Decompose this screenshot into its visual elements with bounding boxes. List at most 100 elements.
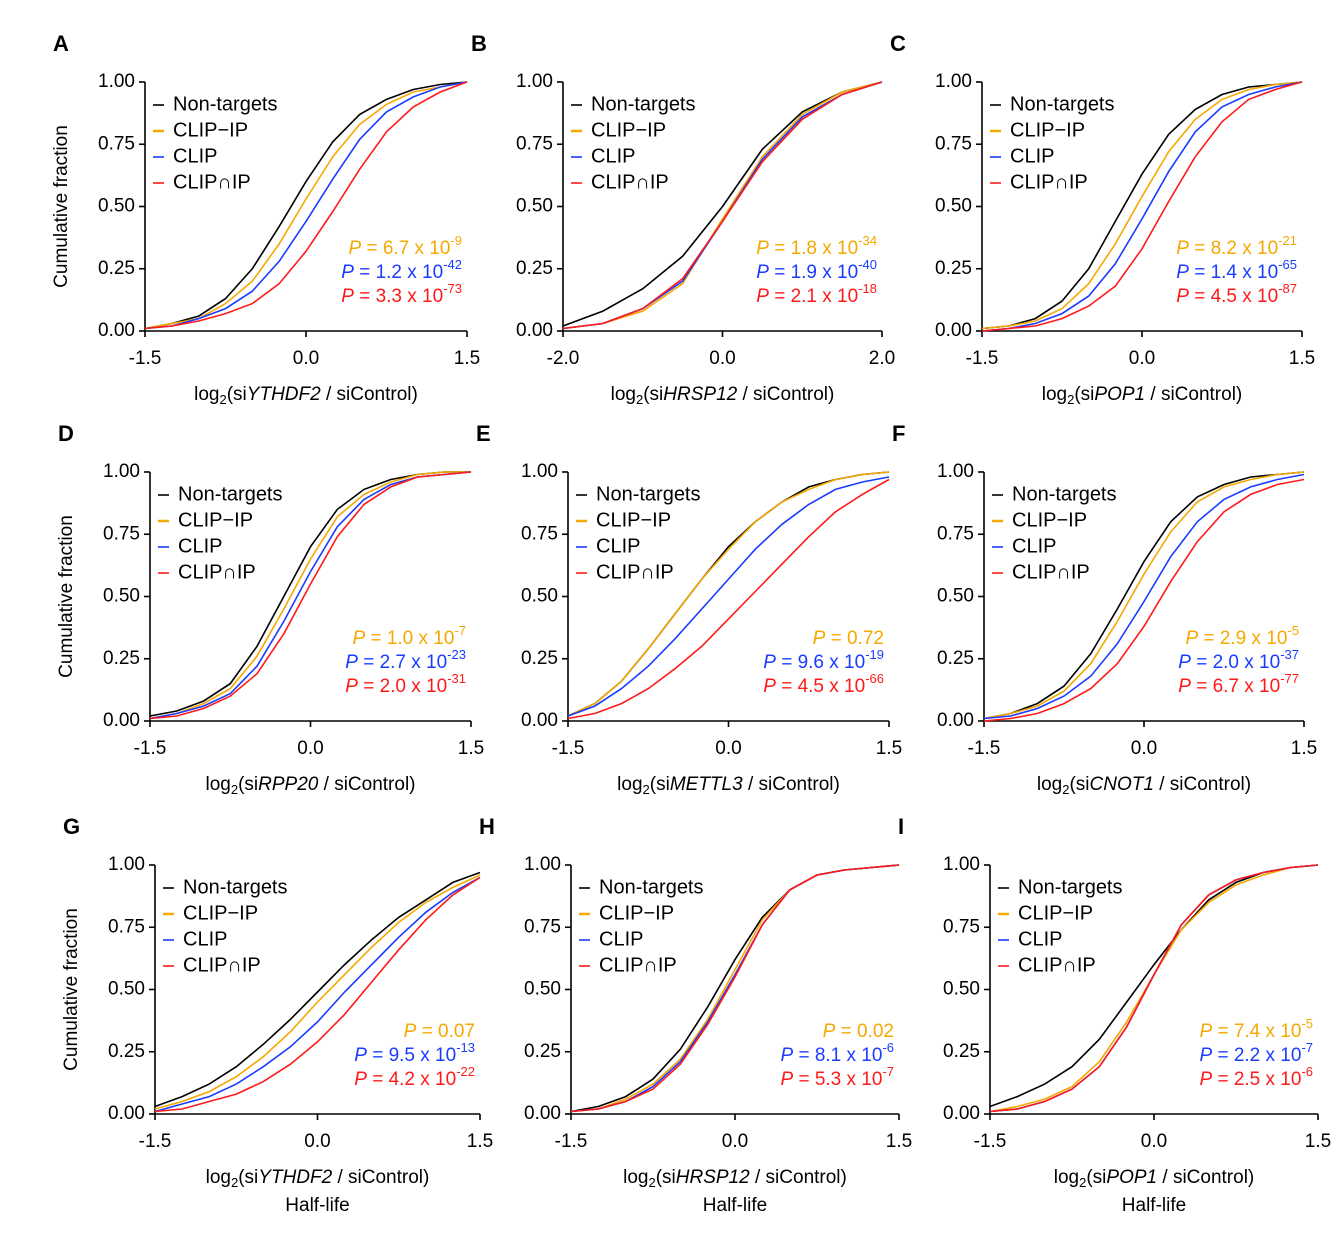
x-axis-label-part: / siControl): [321, 384, 418, 405]
x-axis-label: log2(siMETTL3 / siControl): [617, 774, 840, 797]
p-value-part: P: [348, 238, 361, 259]
p-value-label: P = 1.2 x 10-42: [341, 257, 462, 283]
p-value-label: P = 2.0 x 10-37: [1178, 647, 1299, 673]
y-tick-label: 0.00: [103, 710, 140, 731]
y-tick-label: 0.75: [98, 133, 135, 154]
p-value-part: -5: [1287, 623, 1299, 638]
x-axis-label-part: YTHDF2: [258, 1167, 332, 1188]
x-axis-label-part: RPP20: [258, 774, 319, 795]
p-value-part: P: [341, 262, 354, 283]
p-value-label: P = 7.4 x 10-5: [1199, 1016, 1313, 1042]
x-tick-label: 0.0: [1141, 1131, 1167, 1152]
x-axis-label-part: log: [206, 1167, 231, 1188]
cdf-line: [154, 874, 481, 1110]
x-tick-label: 0.0: [722, 1131, 748, 1152]
x-tick-label: -1.5: [134, 738, 167, 759]
y-tick-label: 0.75: [521, 523, 558, 544]
y-tick-label: 0.25: [943, 1041, 980, 1062]
x-axis-label-part: POP1: [1106, 1167, 1157, 1188]
panel-letter: B: [471, 31, 487, 56]
x-tick-label: -1.5: [968, 738, 1001, 759]
p-value-part: = 0.72: [825, 628, 884, 649]
x-axis-label-part: (si: [227, 384, 247, 405]
p-value-part: = 3.3 x 10: [354, 286, 443, 307]
cdf-line: [149, 471, 472, 720]
x-axis-label-part: 2: [231, 782, 238, 797]
panel-letter: E: [476, 421, 491, 446]
x-axis-label-part: log: [611, 384, 636, 405]
p-value-part: -87: [1278, 281, 1297, 296]
y-tick-label: 0.50: [521, 586, 558, 607]
p-value-label: P = 2.2 x 10-7: [1199, 1040, 1313, 1066]
p-value-label: P = 6.7 x 10-77: [1178, 671, 1299, 697]
y-tick-label: 0.00: [935, 320, 972, 341]
y-tick-label: 0.75: [524, 916, 561, 937]
p-value-part: = 1.2 x 10: [354, 262, 443, 283]
x-axis-label-part: log: [206, 774, 231, 795]
p-value-part: P: [763, 676, 776, 697]
p-value-part: = 1.4 x 10: [1189, 262, 1278, 283]
y-axis-label: Cumulative fraction: [51, 125, 72, 288]
y-tick-label: 0.00: [108, 1103, 145, 1124]
p-value-label: P = 1.8 x 10-34: [756, 233, 877, 259]
y-tick-label: 1.00: [937, 461, 974, 482]
x-tick-label: -1.5: [552, 738, 585, 759]
legend-label: CLIP: [178, 535, 222, 557]
x-tick-label: 0.0: [1131, 738, 1157, 759]
p-value-part: = 1.0 x 10: [365, 628, 454, 649]
p-value-part: = 0.02: [835, 1021, 894, 1042]
cdf-line: [989, 864, 1319, 1113]
y-tick-label: 0.50: [937, 586, 974, 607]
p-value-part: -65: [1278, 257, 1297, 272]
y-tick-label: 0.25: [937, 648, 974, 669]
y-tick-label: 0.50: [98, 196, 135, 217]
x-axis-label-part: 2: [649, 1175, 656, 1190]
panel-letter: I: [898, 814, 904, 839]
p-value-label: P = 9.6 x 10-19: [763, 647, 884, 673]
p-value-part: P: [1176, 286, 1189, 307]
cdf-line: [154, 876, 481, 1113]
x-axis-label-part: / siControl): [1145, 384, 1242, 405]
p-value-part: = 8.2 x 10: [1189, 238, 1278, 259]
x-axis-label-line2: Half-life: [1122, 1195, 1186, 1216]
p-value-part: P: [1178, 652, 1191, 673]
y-tick-label: 0.50: [943, 979, 980, 1000]
x-tick-label: 1.5: [886, 1131, 912, 1152]
y-tick-label: 1.00: [98, 71, 135, 92]
x-axis-label-part: / siControl): [750, 1167, 847, 1188]
x-axis-label: log2(siCNOT1 / siControl): [1037, 774, 1251, 797]
p-value-label: P = 0.02: [823, 1021, 894, 1042]
x-tick-label: -2.0: [547, 348, 580, 369]
x-axis-label: log2(siPOP1 / siControl): [1054, 1167, 1255, 1190]
p-value-label: P = 2.5 x 10-6: [1199, 1064, 1313, 1090]
p-value-part: -34: [858, 233, 877, 248]
y-tick-label: 0.50: [935, 196, 972, 217]
p-value-part: -9: [450, 233, 462, 248]
p-value-part: P: [823, 1021, 836, 1042]
p-value-part: P: [1185, 628, 1198, 649]
p-value-label: P = 4.5 x 10-66: [763, 671, 884, 697]
p-value-part: = 0.07: [416, 1021, 475, 1042]
legend-label: CLIP∩IP: [599, 954, 677, 976]
x-tick-label: -1.5: [974, 1131, 1007, 1152]
p-value-part: = 5.3 x 10: [793, 1069, 882, 1090]
p-value-label: P = 8.1 x 10-6: [780, 1040, 894, 1066]
panel-letter: H: [479, 814, 495, 839]
x-axis-label-part: 2: [636, 392, 643, 407]
legend-label: CLIP∩IP: [1018, 954, 1096, 976]
legend-label: CLIP−IP: [599, 902, 674, 924]
p-value-part: P: [354, 1045, 367, 1066]
cdf-line: [981, 81, 1303, 330]
p-value-part: P: [1199, 1045, 1212, 1066]
y-tick-label: 0.25: [98, 258, 135, 279]
x-axis-label-line2: Half-life: [285, 1195, 349, 1216]
p-value-part: -18: [858, 281, 877, 296]
p-value-part: P: [404, 1021, 417, 1042]
cdf-line: [981, 81, 1303, 330]
cdf-line: [144, 81, 468, 330]
y-tick-label: 0.75: [103, 523, 140, 544]
y-tick-label: 0.00: [937, 710, 974, 731]
p-value-part: -40: [858, 257, 877, 272]
y-tick-label: 1.00: [516, 71, 553, 92]
cdf-line: [981, 81, 1303, 332]
